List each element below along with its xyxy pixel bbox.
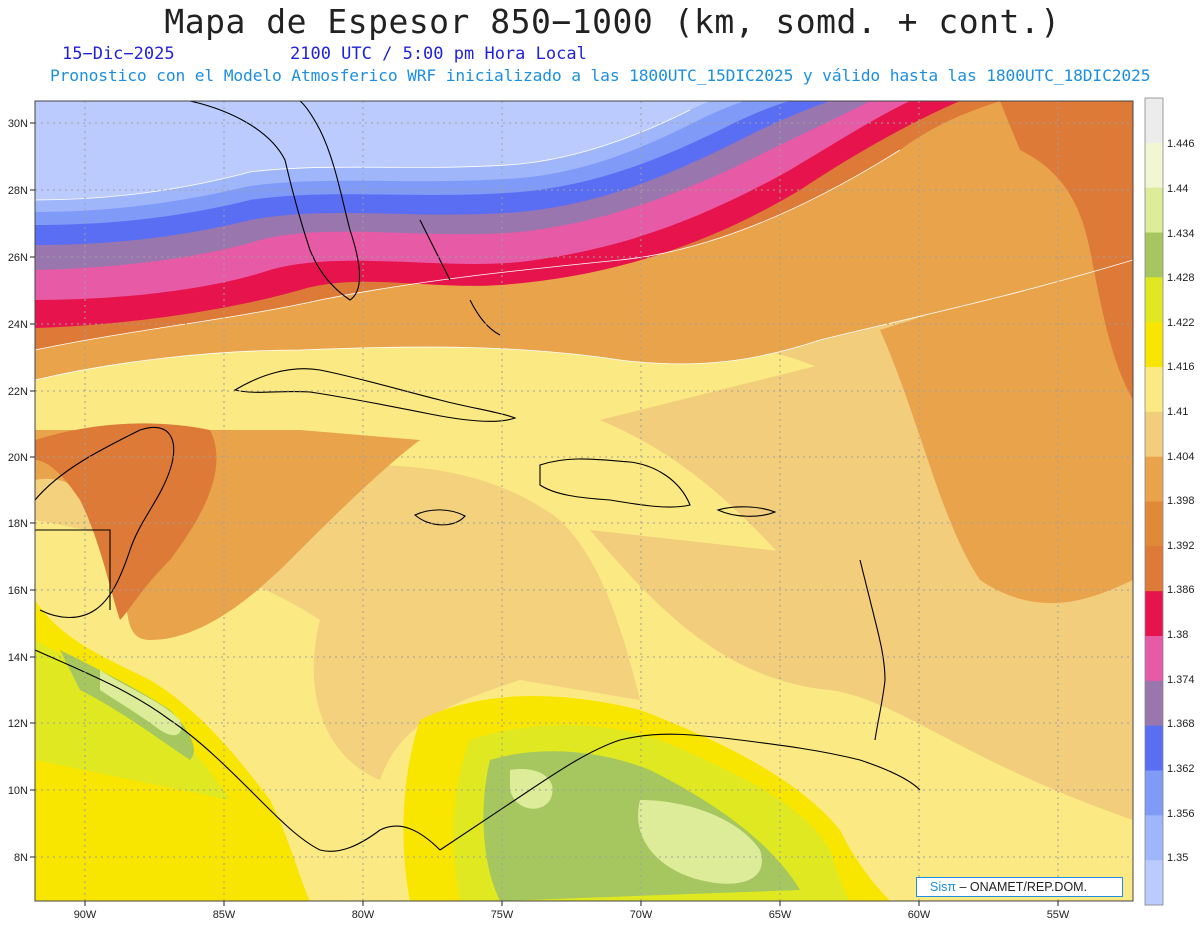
graticule bbox=[35, 101, 1133, 901]
colorbar-label: 1.38 bbox=[1167, 629, 1188, 641]
colorbar-swatch bbox=[1145, 501, 1163, 547]
colorbar-label: 1.398 bbox=[1167, 495, 1195, 507]
cuba-coast bbox=[233, 368, 517, 422]
lon-label: 55W bbox=[1047, 909, 1070, 921]
colorbar-label: 1.44 bbox=[1167, 183, 1188, 195]
colorbar-swatch bbox=[1145, 636, 1163, 682]
colorbar-swatch bbox=[1145, 142, 1163, 189]
bahamas-islands bbox=[419, 219, 501, 336]
colorbar-label: 1.392 bbox=[1167, 540, 1195, 552]
lat-label: 28N bbox=[8, 185, 28, 197]
lat-label: 14N bbox=[8, 652, 28, 664]
colorbar-swatch bbox=[1145, 98, 1163, 144]
sispi-logo: Sisπ bbox=[930, 880, 956, 894]
map-title: Mapa de Espesor 850−1000 (km, somd. + co… bbox=[164, 2, 1061, 41]
colorbar-label: 1.356 bbox=[1167, 808, 1195, 820]
hispaniola-coast bbox=[539, 458, 691, 508]
colorbar-label: 1.404 bbox=[1167, 451, 1195, 463]
forecast-time: 2100 UTC / 5:00 pm Hora Local bbox=[290, 44, 587, 64]
longitude-axis: 90W 85W 80W 75W 70W 65W 60W 55W bbox=[74, 901, 1070, 921]
colorbar-swatch bbox=[1145, 411, 1163, 458]
credit-text: – ONAMET/REP.DOM. bbox=[959, 880, 1088, 894]
lon-label: 75W bbox=[491, 909, 514, 921]
colorbar-label: 1.422 bbox=[1167, 317, 1195, 329]
colorbar-swatch bbox=[1145, 367, 1163, 413]
mexico-border bbox=[35, 529, 111, 610]
lat-label: 10N bbox=[8, 785, 28, 797]
forecast-date: 15−Dic−2025 bbox=[62, 44, 175, 64]
lon-label: 65W bbox=[769, 909, 792, 921]
central-america-coast bbox=[35, 426, 441, 852]
colorbar-swatch bbox=[1145, 860, 1163, 906]
colorbar-label: 1.434 bbox=[1167, 228, 1195, 240]
colorbar-swatch bbox=[1145, 725, 1163, 771]
colorbar: 1.446 1.44 1.434 1.428 1.422 1.416 1.41 … bbox=[1144, 97, 1195, 906]
lat-label: 12N bbox=[8, 718, 28, 730]
lat-label: 16N bbox=[8, 585, 28, 597]
lat-label: 22N bbox=[8, 386, 28, 398]
colorbar-label: 1.362 bbox=[1167, 763, 1195, 775]
lon-label: 85W bbox=[213, 909, 236, 921]
lat-label: 26N bbox=[8, 252, 28, 264]
jamaica-coast bbox=[413, 509, 466, 526]
colorbar-swatch bbox=[1145, 815, 1163, 861]
lat-label: 30N bbox=[8, 118, 28, 130]
colorbar-swatch bbox=[1145, 277, 1163, 323]
colorbar-swatch bbox=[1145, 546, 1163, 592]
colorbar-label: 1.416 bbox=[1167, 361, 1195, 373]
map-frame bbox=[34, 100, 1134, 902]
colorbar-swatch bbox=[1145, 770, 1163, 816]
colorbar-label: 1.35 bbox=[1167, 852, 1188, 864]
lesser-antilles-arc bbox=[859, 559, 886, 741]
model-subtitle: Pronostico con el Modelo Atmosferico WRF… bbox=[50, 66, 1151, 85]
colorbar-swatch bbox=[1145, 187, 1163, 233]
lon-label: 60W bbox=[908, 909, 931, 921]
colorbar-swatches bbox=[1145, 98, 1163, 906]
colorbar-label: 1.41 bbox=[1167, 406, 1188, 418]
puerto-rico-coast bbox=[716, 506, 777, 517]
credit-box: Sisπ – ONAMET/REP.DOM. bbox=[916, 877, 1123, 897]
lat-label: 8N bbox=[14, 852, 28, 864]
lat-label: 24N bbox=[8, 319, 28, 331]
colorbar-swatch bbox=[1145, 591, 1163, 637]
thickness-fill-layers bbox=[35, 101, 1133, 901]
south-america-coast bbox=[439, 733, 921, 851]
colorbar-swatch bbox=[1145, 456, 1163, 502]
lat-label: 20N bbox=[8, 452, 28, 464]
colorbar-label: 1.428 bbox=[1167, 272, 1195, 284]
colorbar-label: 1.446 bbox=[1167, 138, 1195, 150]
coastlines bbox=[35, 101, 921, 852]
florida-coast bbox=[189, 101, 361, 301]
latitude-axis: 30N 28N 26N 24N 22N 20N 18N 16N 14N 12N … bbox=[8, 118, 35, 864]
colorbar-label: 1.386 bbox=[1167, 584, 1195, 596]
lon-label: 90W bbox=[74, 909, 97, 921]
colorbar-swatch bbox=[1145, 232, 1163, 278]
lat-label: 18N bbox=[8, 518, 28, 530]
lon-label: 80W bbox=[352, 909, 375, 921]
colorbar-swatch bbox=[1145, 680, 1163, 727]
lon-label: 70W bbox=[630, 909, 653, 921]
colorbar-swatch bbox=[1145, 322, 1163, 368]
colorbar-label: 1.374 bbox=[1167, 674, 1195, 686]
colorbar-label: 1.368 bbox=[1167, 718, 1195, 730]
